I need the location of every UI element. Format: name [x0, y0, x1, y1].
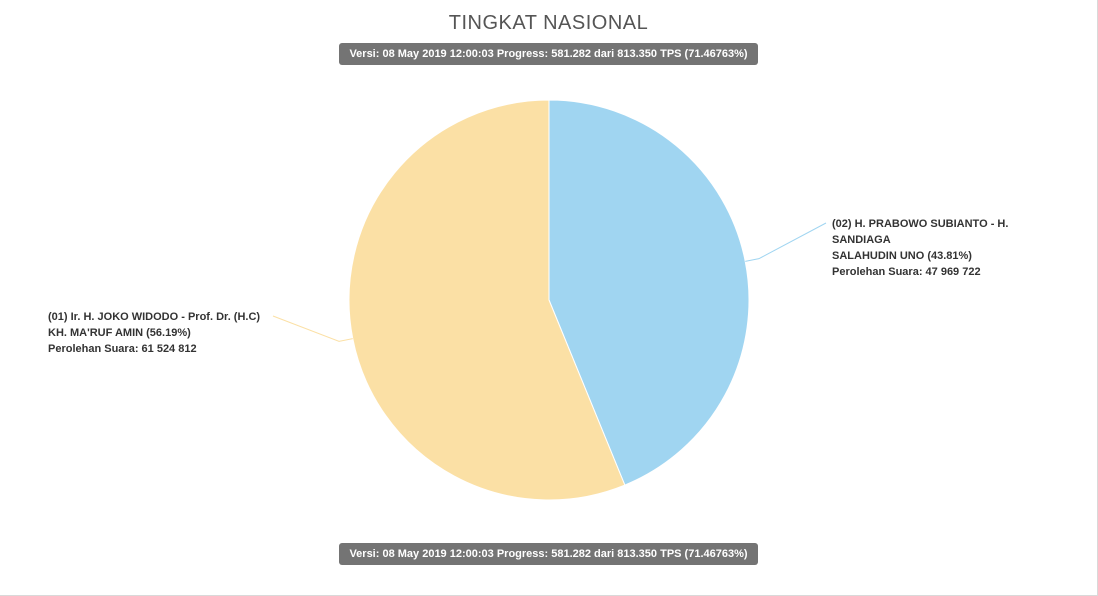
chart-container: TINGKAT NASIONAL Versi: 08 May 2019 12:0…	[0, 0, 1098, 596]
leader-line-1	[273, 316, 353, 341]
chart-area: (01) Ir. H. JOKO WIDODO - Prof. Dr. (H.C…	[0, 65, 1097, 535]
callout-1-line3: Perolehan Suara: 61 524 812	[48, 342, 260, 358]
badge-row-bottom: Versi: 08 May 2019 12:00:03 Progress: 58…	[0, 543, 1097, 565]
leader-line-2	[745, 223, 826, 261]
callout-candidate-1: (01) Ir. H. JOKO WIDODO - Prof. Dr. (H.C…	[48, 310, 260, 358]
callout-candidate-2: (02) H. PRABOWO SUBIANTO - H. SANDIAGA S…	[832, 217, 1062, 281]
version-badge-top: Versi: 08 May 2019 12:00:03 Progress: 58…	[339, 43, 757, 65]
callout-2-line3: Perolehan Suara: 47 969 722	[832, 265, 1062, 281]
callout-2-line2: SALAHUDIN UNO (43.81%)	[832, 249, 1062, 265]
pie-chart	[349, 100, 749, 500]
version-badge-bottom: Versi: 08 May 2019 12:00:03 Progress: 58…	[339, 543, 757, 565]
callout-2-line1: (02) H. PRABOWO SUBIANTO - H. SANDIAGA	[832, 217, 1062, 249]
callout-1-line2: KH. MA'RUF AMIN (56.19%)	[48, 326, 260, 342]
page-title: TINGKAT NASIONAL	[0, 0, 1097, 35]
callout-1-line1: (01) Ir. H. JOKO WIDODO - Prof. Dr. (H.C…	[48, 310, 260, 326]
badge-row-top: Versi: 08 May 2019 12:00:03 Progress: 58…	[0, 43, 1097, 65]
